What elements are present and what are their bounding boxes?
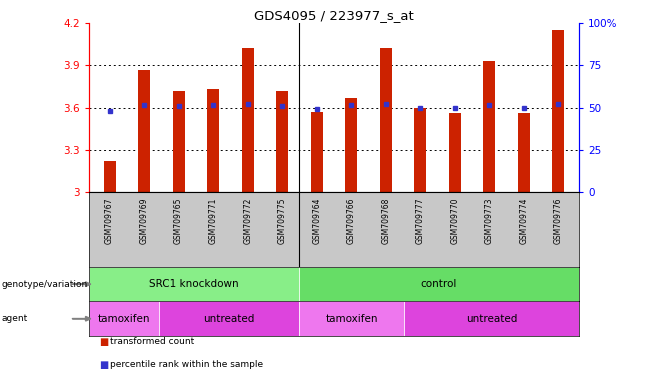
Text: ■: ■ (99, 337, 108, 347)
Bar (241, 48, 254, 192)
Text: GSM709772: GSM709772 (243, 198, 252, 244)
Bar (207, 89, 219, 192)
Text: untreated: untreated (466, 314, 517, 324)
Bar (449, 113, 461, 192)
Bar (299, 301, 404, 336)
Bar (276, 91, 288, 192)
Text: GSM709777: GSM709777 (416, 198, 425, 245)
Text: GSM709776: GSM709776 (554, 198, 563, 245)
Text: GSM709771: GSM709771 (209, 198, 218, 244)
Bar (89, 267, 299, 301)
Text: tamoxifen: tamoxifen (97, 314, 150, 324)
Bar (414, 108, 426, 192)
Text: GSM709769: GSM709769 (139, 198, 149, 245)
Bar (345, 98, 357, 192)
Text: genotype/variation: genotype/variation (1, 280, 88, 289)
Bar (552, 30, 565, 192)
Bar (103, 161, 116, 192)
Bar (311, 112, 322, 192)
Text: GSM709774: GSM709774 (519, 198, 528, 245)
Text: GSM709765: GSM709765 (174, 198, 183, 245)
Text: GSM709775: GSM709775 (278, 198, 287, 245)
Bar (483, 61, 495, 192)
Bar (172, 91, 185, 192)
Text: GSM709767: GSM709767 (105, 198, 114, 245)
Text: percentile rank within the sample: percentile rank within the sample (110, 360, 263, 369)
Title: GDS4095 / 223977_s_at: GDS4095 / 223977_s_at (254, 9, 414, 22)
Text: GSM709764: GSM709764 (312, 198, 321, 245)
Bar (299, 267, 579, 301)
Text: GSM709768: GSM709768 (381, 198, 390, 244)
Bar (159, 301, 299, 336)
Text: SRC1 knockdown: SRC1 knockdown (149, 279, 239, 289)
Bar (89, 301, 159, 336)
Text: agent: agent (1, 314, 28, 323)
Text: GSM709773: GSM709773 (485, 198, 494, 245)
Text: untreated: untreated (203, 314, 255, 324)
Text: tamoxifen: tamoxifen (325, 314, 378, 324)
Bar (380, 48, 392, 192)
Bar (404, 301, 579, 336)
Bar (518, 113, 530, 192)
Text: GSM709766: GSM709766 (347, 198, 356, 245)
Text: control: control (421, 279, 457, 289)
Text: transformed count: transformed count (110, 337, 194, 346)
Text: ■: ■ (99, 360, 108, 370)
Bar (138, 70, 150, 192)
Text: GSM709770: GSM709770 (450, 198, 459, 245)
